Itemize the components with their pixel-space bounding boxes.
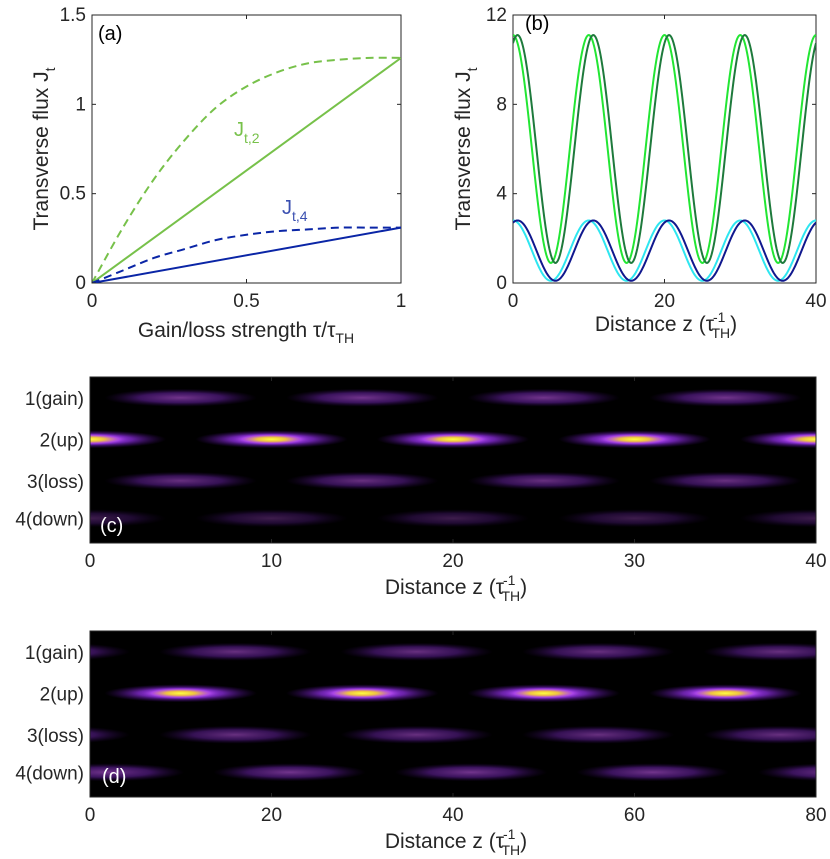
panel-c-row3-blob	[104, 471, 257, 490]
panel-a: 0 0.5 1 0 0.5 1 1.5 (a) Jt,2 Jt,4 Gain/loss st…	[30, 5, 406, 346]
panel-a-frame	[91, 14, 402, 284]
panel-a-ylabel: Transverse flux Jt	[30, 67, 58, 230]
panel-c-xtick-label: 30	[624, 551, 645, 572]
panel-b-label: (b)	[525, 13, 549, 35]
panel-b-xlabel: Distance z (τ-1 TH)	[595, 309, 737, 341]
panel-d-row1-blob	[90, 643, 130, 660]
panel-d-xtick-label: 20	[261, 805, 282, 826]
panel-c-row-label: 4(down)	[15, 509, 84, 530]
panel-d-row2-hotspot	[501, 687, 586, 700]
panel-c-row4-blob	[739, 509, 816, 528]
panel-c-row-label: 1(gain)	[25, 389, 84, 410]
panel-c-row3-blob	[649, 471, 802, 490]
panel-b-ytick-label: 12	[486, 5, 507, 26]
panel-b-xtick-label: 0	[508, 291, 519, 312]
panel-c-row4-blob	[558, 509, 711, 528]
panel-b-series-dark-green	[513, 34, 816, 264]
panel-b-series-cyan	[513, 219, 816, 282]
panel-a-xlabel: Gain/loss strength τ/τTH	[138, 319, 354, 346]
panel-c-label: (c)	[100, 515, 123, 537]
panel-d-row4-blob	[394, 763, 548, 782]
panel-d-row-label: 4(down)	[15, 763, 84, 784]
panel-d-row2-hotspot	[683, 687, 768, 700]
panel-a-ytick-label: 0	[75, 273, 86, 294]
panel-a-xtick-label: 0.5	[233, 291, 259, 312]
panel-b-ytick-label: 8	[496, 94, 507, 115]
panel-d-label: (d)	[102, 766, 126, 788]
panel-d-row2-hotspot	[0, 687, 41, 699]
panel-d-row-label: 1(gain)	[25, 643, 84, 664]
panel-c-row4-blob	[195, 509, 348, 528]
panel-b-ytick-label: 4	[496, 184, 507, 205]
panel-d-row1-blob	[521, 642, 675, 661]
panel-c-row3-blob	[286, 471, 439, 490]
panel-d-row3-blob	[90, 726, 130, 743]
panel-d-xtick-label: 80	[805, 805, 826, 826]
panel-c: 1(gain) 2(up) 3(loss) 4(down) 0 10 20 30 40 (c)…	[15, 376, 827, 604]
panel-c-xtick-label: 0	[85, 551, 96, 572]
panel-b-ylabel: Transverse flux Jt	[452, 67, 480, 230]
panel-d-xtick-label: 60	[624, 805, 645, 826]
panel-a-series-green-dashed	[92, 56, 401, 283]
panel-c-row-label: 3(loss)	[27, 472, 84, 493]
panel-c-row1-blob	[467, 388, 620, 407]
panel-d-row3-blob	[340, 725, 493, 744]
panel-c-row1-blob	[104, 388, 257, 407]
panel-d-row-label: 3(loss)	[27, 726, 84, 747]
panel-d-xtick-label: 40	[442, 805, 463, 826]
panel-c-row2-hotspot	[229, 433, 314, 446]
panel-b-xtick-label: 40	[805, 291, 826, 312]
panel-c-xtick-label: 10	[261, 551, 282, 572]
panel-b-series-bright-green	[513, 34, 816, 264]
panel-c-row2-hotspot	[411, 433, 495, 446]
panel-a-series-blue-solid	[92, 226, 401, 283]
panel-c-row-label: 2(up)	[40, 430, 84, 451]
panel-b-series-navy	[513, 219, 816, 282]
panel-d-row4-blob	[757, 763, 816, 781]
panel-b: 0 20 40 0 4 8 12 (b) Distance z (τ-1 TH) Transv…	[452, 5, 827, 341]
panel-d-row3-blob	[703, 725, 816, 744]
panel-c-xtick-label: 40	[805, 551, 826, 572]
panel-d-row2-hotspot	[138, 687, 223, 700]
panel-d-row4-blob	[90, 763, 185, 782]
panel-a-xtick-label: 0	[87, 291, 98, 312]
panel-c-row2-hotspot	[592, 433, 677, 446]
panel-a-ytick-label: 1	[75, 94, 86, 115]
panel-d-row2-hotspot	[320, 687, 405, 700]
panel-d-xlabel: Distance z (τ-1 TH)	[385, 826, 527, 858]
annotation-jt2: Jt,2	[234, 119, 260, 146]
panel-d-row-label: 2(up)	[40, 684, 84, 705]
panel-d-row3-blob	[158, 725, 312, 744]
panel-c-row1-blob	[286, 388, 439, 407]
panel-b-ytick-label: 0	[496, 273, 507, 294]
panel-c-xtick-label: 20	[442, 551, 463, 572]
panel-d-row4-blob	[213, 763, 366, 782]
panel-b-xtick-label: 20	[654, 291, 675, 312]
panel-a-series-blue-dashed	[92, 226, 401, 283]
panel-d-xtick-label: 0	[85, 805, 96, 826]
annotation-jt4: Jt,4	[282, 197, 308, 224]
panel-c-row2-hotspot	[774, 433, 816, 446]
panel-d: 1(gain) 2(up) 3(loss) 4(down) 0 20 40 60 80 (d)…	[0, 630, 827, 858]
panel-c-row3-blob	[467, 471, 620, 490]
panel-c-row1-blob	[649, 388, 802, 407]
panel-d-row4-blob	[576, 763, 729, 782]
panel-a-ytick-label: 1.5	[60, 5, 86, 26]
panel-d-row1-blob	[158, 642, 312, 661]
panel-d-row1-blob	[340, 642, 493, 661]
panel-d-row4-blob	[0, 763, 3, 781]
panel-c-xlabel: Distance z (τ-1 TH)	[385, 572, 527, 604]
panel-a-xtick-label: 1	[396, 291, 407, 312]
panel-d-row1-blob	[703, 642, 816, 661]
panel-a-label: (a)	[98, 23, 122, 45]
panel-a-ytick-label: 0.5	[60, 184, 86, 205]
panel-d-row3-blob	[521, 725, 675, 744]
panel-a-series-green-solid	[92, 57, 401, 283]
panel-c-row4-blob	[376, 509, 530, 528]
panel-c-row4-blob	[90, 509, 167, 528]
panel-c-row2-hotspot	[90, 433, 132, 446]
